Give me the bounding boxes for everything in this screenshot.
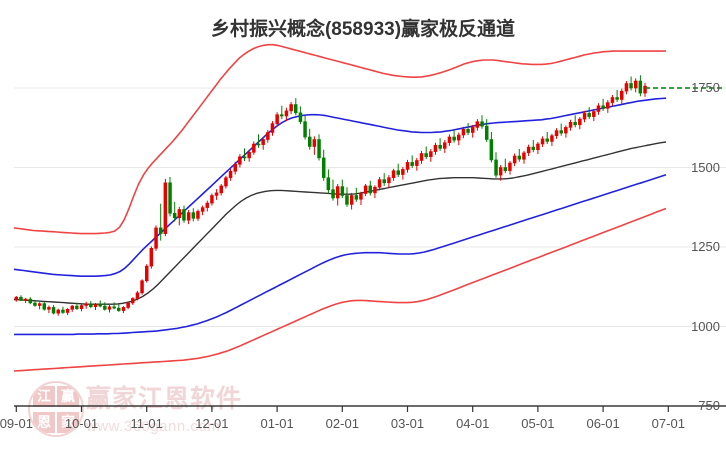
watermark-brand-text: 赢家江恩软件 xyxy=(86,385,243,413)
x-axis-tick-label: 11-01 xyxy=(130,416,163,431)
seal-char: 恩 xyxy=(33,411,55,433)
x-axis-tick-label: 10-01 xyxy=(64,416,99,431)
x-axis-tick-label: 04-01 xyxy=(456,416,490,431)
candlestick-series xyxy=(14,75,647,316)
x-axis-tick-label: 05-01 xyxy=(521,416,555,431)
y-axis-tick-label: 1750 xyxy=(691,80,720,95)
grid-lines xyxy=(14,87,726,407)
seal-char: 江 xyxy=(33,385,55,407)
y-axis-tick-label: 750 xyxy=(698,398,720,413)
x-axis-tick-label: 12-01 xyxy=(195,416,229,431)
y-axis-tick-label: 1000 xyxy=(691,318,720,334)
x-axis-tick-label: 09-01 xyxy=(0,416,33,431)
watermark-url-text: www.360gann.com xyxy=(86,418,221,435)
x-axis-tick-label: 07-01 xyxy=(651,416,685,431)
x-axis-tick-label: 02-01 xyxy=(325,416,359,431)
axis-lines xyxy=(14,405,726,412)
y-axis-tick-label: 1500 xyxy=(691,159,720,175)
page-title: 乡村振兴概念(858933)赢家极反通道 xyxy=(210,19,516,40)
channel-bands xyxy=(13,43,667,372)
x-axis-tick-label: 06-01 xyxy=(586,416,620,431)
seal-char: 赢 xyxy=(57,385,79,407)
seal-char: 家 xyxy=(57,411,79,433)
watermark-seal-logo: 江 赢 恩 家 xyxy=(28,381,84,437)
x-axis-tick-label: 01-01 xyxy=(260,416,294,431)
y-axis-tick-label: 1250 xyxy=(691,239,720,254)
x-axis-tick-label: 03-01 xyxy=(390,416,425,431)
